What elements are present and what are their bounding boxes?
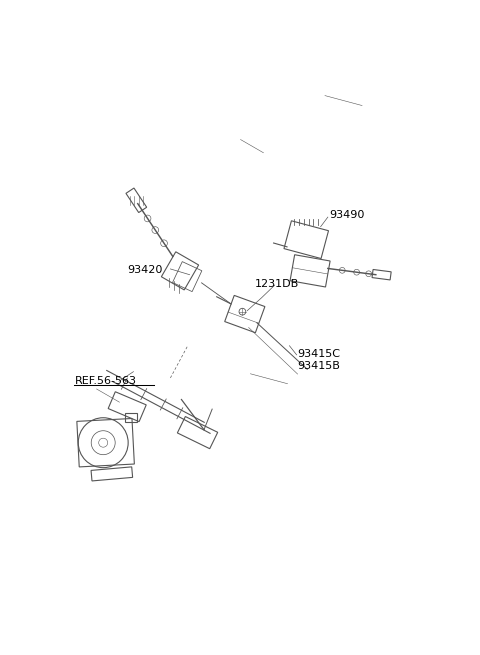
Text: 93415C: 93415C bbox=[298, 349, 341, 359]
Text: REF.56-563: REF.56-563 bbox=[74, 376, 136, 386]
Text: 93490: 93490 bbox=[329, 210, 364, 219]
Text: 1231DB: 1231DB bbox=[254, 279, 299, 290]
Text: 93415B: 93415B bbox=[298, 361, 340, 371]
Text: 93420: 93420 bbox=[127, 265, 163, 275]
